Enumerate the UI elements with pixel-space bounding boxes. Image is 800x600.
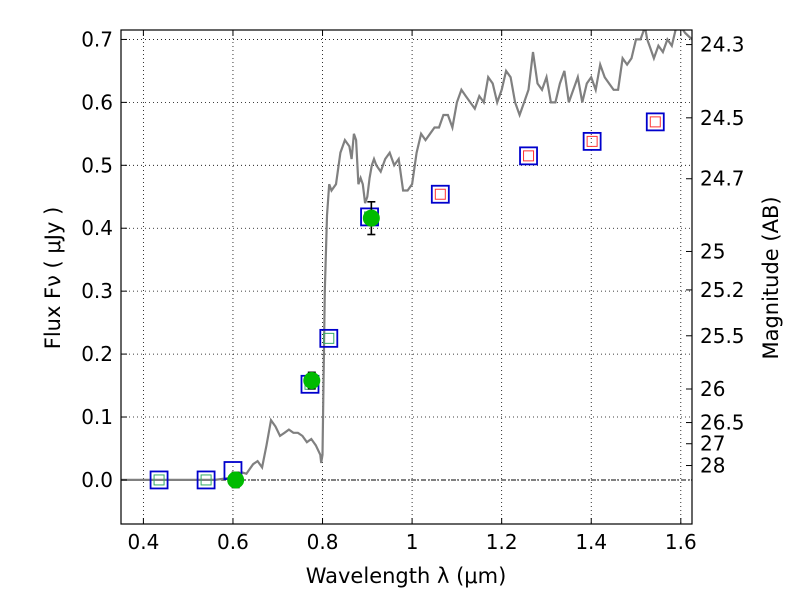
y-tick-label: 0.7: [81, 27, 113, 51]
mag-tick-label: 28: [700, 454, 725, 478]
model-point-box: [645, 112, 665, 132]
model-point-inner: [200, 474, 212, 486]
model-point-inner: [434, 188, 446, 200]
model-point-inner: [586, 135, 598, 147]
model-point-box: [582, 131, 602, 151]
ticks: 0.4 0.6 0.8 1 1.2 1.4 1.6 0.0 0.1 0.2 0.3 0.4 0.5 0.6…: [81, 27, 744, 554]
y-tick-label: 0.3: [81, 279, 113, 303]
x-tick-label: 0.4: [127, 530, 159, 554]
mag-tick-label: 27: [700, 432, 725, 456]
model-points: [149, 112, 665, 490]
observed-marker: [362, 209, 380, 227]
plot-frame: [120, 29, 693, 525]
model-point-inner: [153, 474, 165, 486]
y-tick-label: 0.0: [81, 468, 113, 492]
grid: [121, 30, 692, 524]
mag-tick-label: 26.5: [700, 411, 745, 435]
model-point: [645, 112, 665, 132]
model-point: [519, 146, 538, 166]
mag-tick-label: 25.2: [700, 278, 745, 302]
model-point-box: [519, 146, 538, 166]
model-point-inner: [523, 150, 535, 162]
observed-points: [227, 200, 380, 489]
y-tick-label: 0.6: [81, 90, 113, 114]
y-tick-label: 0.5: [81, 153, 113, 177]
model-point-box: [196, 470, 216, 490]
x-tick-label: 1.6: [665, 530, 697, 554]
y2-axis-label: Magnitude (AB): [759, 196, 783, 359]
model-point: [582, 131, 602, 151]
x-tick-label: 1.4: [575, 530, 607, 554]
mag-tick-label: 24.5: [700, 106, 745, 130]
x-tick-label: 1: [406, 530, 419, 554]
model-point-box: [149, 470, 169, 490]
model-point-inner: [323, 332, 335, 344]
model-point: [196, 470, 216, 490]
observed-point: [362, 200, 380, 236]
y-tick-label: 0.1: [81, 405, 113, 429]
observed-marker: [227, 471, 245, 489]
mag-tick-label: 24.7: [700, 167, 745, 191]
y-tick-label: 0.2: [81, 342, 113, 366]
template-spectrum: [121, 30, 692, 481]
model-point: [149, 470, 169, 490]
observed-point: [303, 371, 321, 390]
model-point-box: [430, 184, 450, 204]
x-axis-label: Wavelength λ (μm): [306, 564, 507, 588]
model-point-box: [319, 328, 339, 348]
observed-marker: [303, 372, 321, 390]
y-tick-label: 0.4: [81, 216, 113, 240]
x-tick-label: 1.2: [486, 530, 518, 554]
mag-tick-label: 25: [700, 239, 725, 263]
x-tick-label: 0.6: [217, 530, 249, 554]
observed-point: [227, 471, 245, 489]
y-axis-label: Flux Fν ( μJy ): [41, 207, 65, 350]
template-spectrum-line: [121, 30, 692, 481]
model-point-inner: [649, 116, 661, 128]
model-point: [430, 184, 450, 204]
mag-tick-label: 26: [700, 377, 725, 401]
x-tick-label: 0.8: [307, 530, 339, 554]
model-point: [319, 328, 339, 348]
mag-tick-label: 25.5: [700, 324, 745, 348]
mag-tick-label: 24.3: [700, 33, 745, 57]
